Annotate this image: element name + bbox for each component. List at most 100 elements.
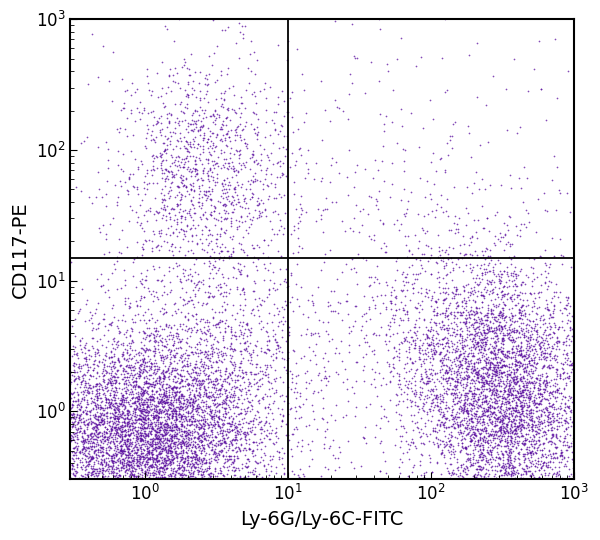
Point [460,396,469,405]
Point [442,366,451,374]
Point [94,457,103,465]
Point [137,159,146,168]
Point [515,375,525,383]
Point [473,436,482,444]
Point [133,393,142,401]
Point [464,51,474,59]
Point [135,453,145,462]
Point [232,146,241,154]
Point [100,383,110,392]
Point [481,288,490,296]
Point [125,414,135,423]
Point [434,319,443,328]
Point [526,453,536,461]
Point [469,389,479,397]
Point [523,336,533,345]
Point [146,363,156,372]
Point [419,470,429,479]
Point [265,346,274,354]
Point [461,299,470,307]
Point [318,393,328,402]
Point [486,323,496,332]
Point [534,379,544,388]
Point [209,379,218,388]
Point [148,475,157,484]
Point [156,226,166,234]
Point [506,403,515,412]
Point [441,424,451,433]
Point [177,284,187,293]
Point [479,328,489,337]
Point [560,400,570,409]
Point [465,437,475,445]
Point [164,446,173,455]
Point [173,202,182,211]
Point [173,394,183,402]
Point [502,382,511,391]
Point [520,396,530,404]
Point [476,291,486,299]
Point [71,359,81,368]
Point [457,380,466,389]
Point [80,420,90,429]
Point [231,165,241,174]
Point [223,188,232,197]
Point [115,422,125,430]
Point [70,375,80,383]
Point [133,445,143,454]
Point [116,464,126,472]
Point [202,389,211,397]
Point [415,377,425,386]
Point [217,429,227,437]
Point [500,350,509,359]
Point [205,150,215,158]
Point [407,333,417,342]
Point [443,390,452,399]
Point [202,337,212,346]
Point [220,180,230,188]
Point [529,393,538,401]
Point [504,381,514,389]
Point [174,413,184,421]
Point [123,450,133,459]
Point [155,397,164,406]
Point [569,462,579,470]
Point [505,242,515,251]
Point [197,471,206,480]
Point [203,403,212,411]
Point [466,422,476,430]
Point [491,313,500,322]
Point [259,236,269,245]
Point [536,406,546,414]
Point [117,407,127,416]
Point [168,475,178,484]
Point [506,463,516,472]
Point [520,352,529,360]
Point [490,348,500,357]
Point [482,392,491,401]
Point [569,326,579,334]
Point [102,433,112,442]
Point [491,323,501,332]
Point [180,312,190,321]
Point [508,311,517,320]
Point [134,404,143,413]
Point [447,357,457,366]
Point [482,245,492,253]
Point [569,400,579,408]
Point [127,363,137,372]
Point [398,145,408,153]
Point [464,428,474,436]
Point [320,366,329,375]
Point [536,462,546,471]
Point [193,404,202,413]
Point [237,203,247,212]
Point [200,385,209,394]
Point [123,398,133,407]
Point [536,342,546,351]
Point [113,336,123,345]
Point [97,460,107,468]
Point [151,327,161,336]
Point [88,360,98,368]
Point [166,438,175,447]
